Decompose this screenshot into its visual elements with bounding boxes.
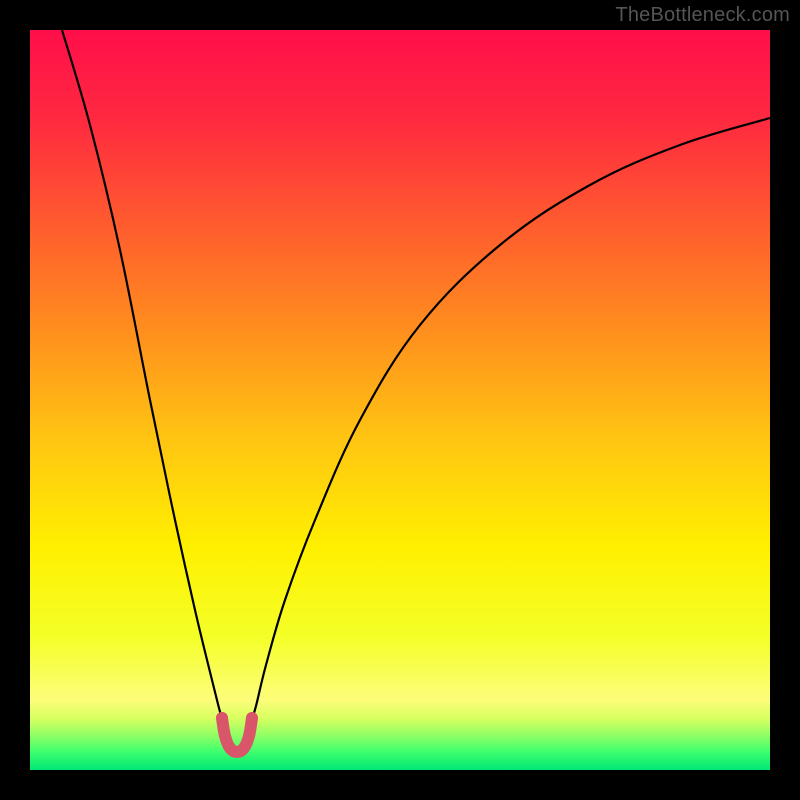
bottleneck-chart	[0, 0, 800, 800]
watermark-text: TheBottleneck.com	[615, 4, 790, 27]
plot-background	[30, 30, 770, 770]
